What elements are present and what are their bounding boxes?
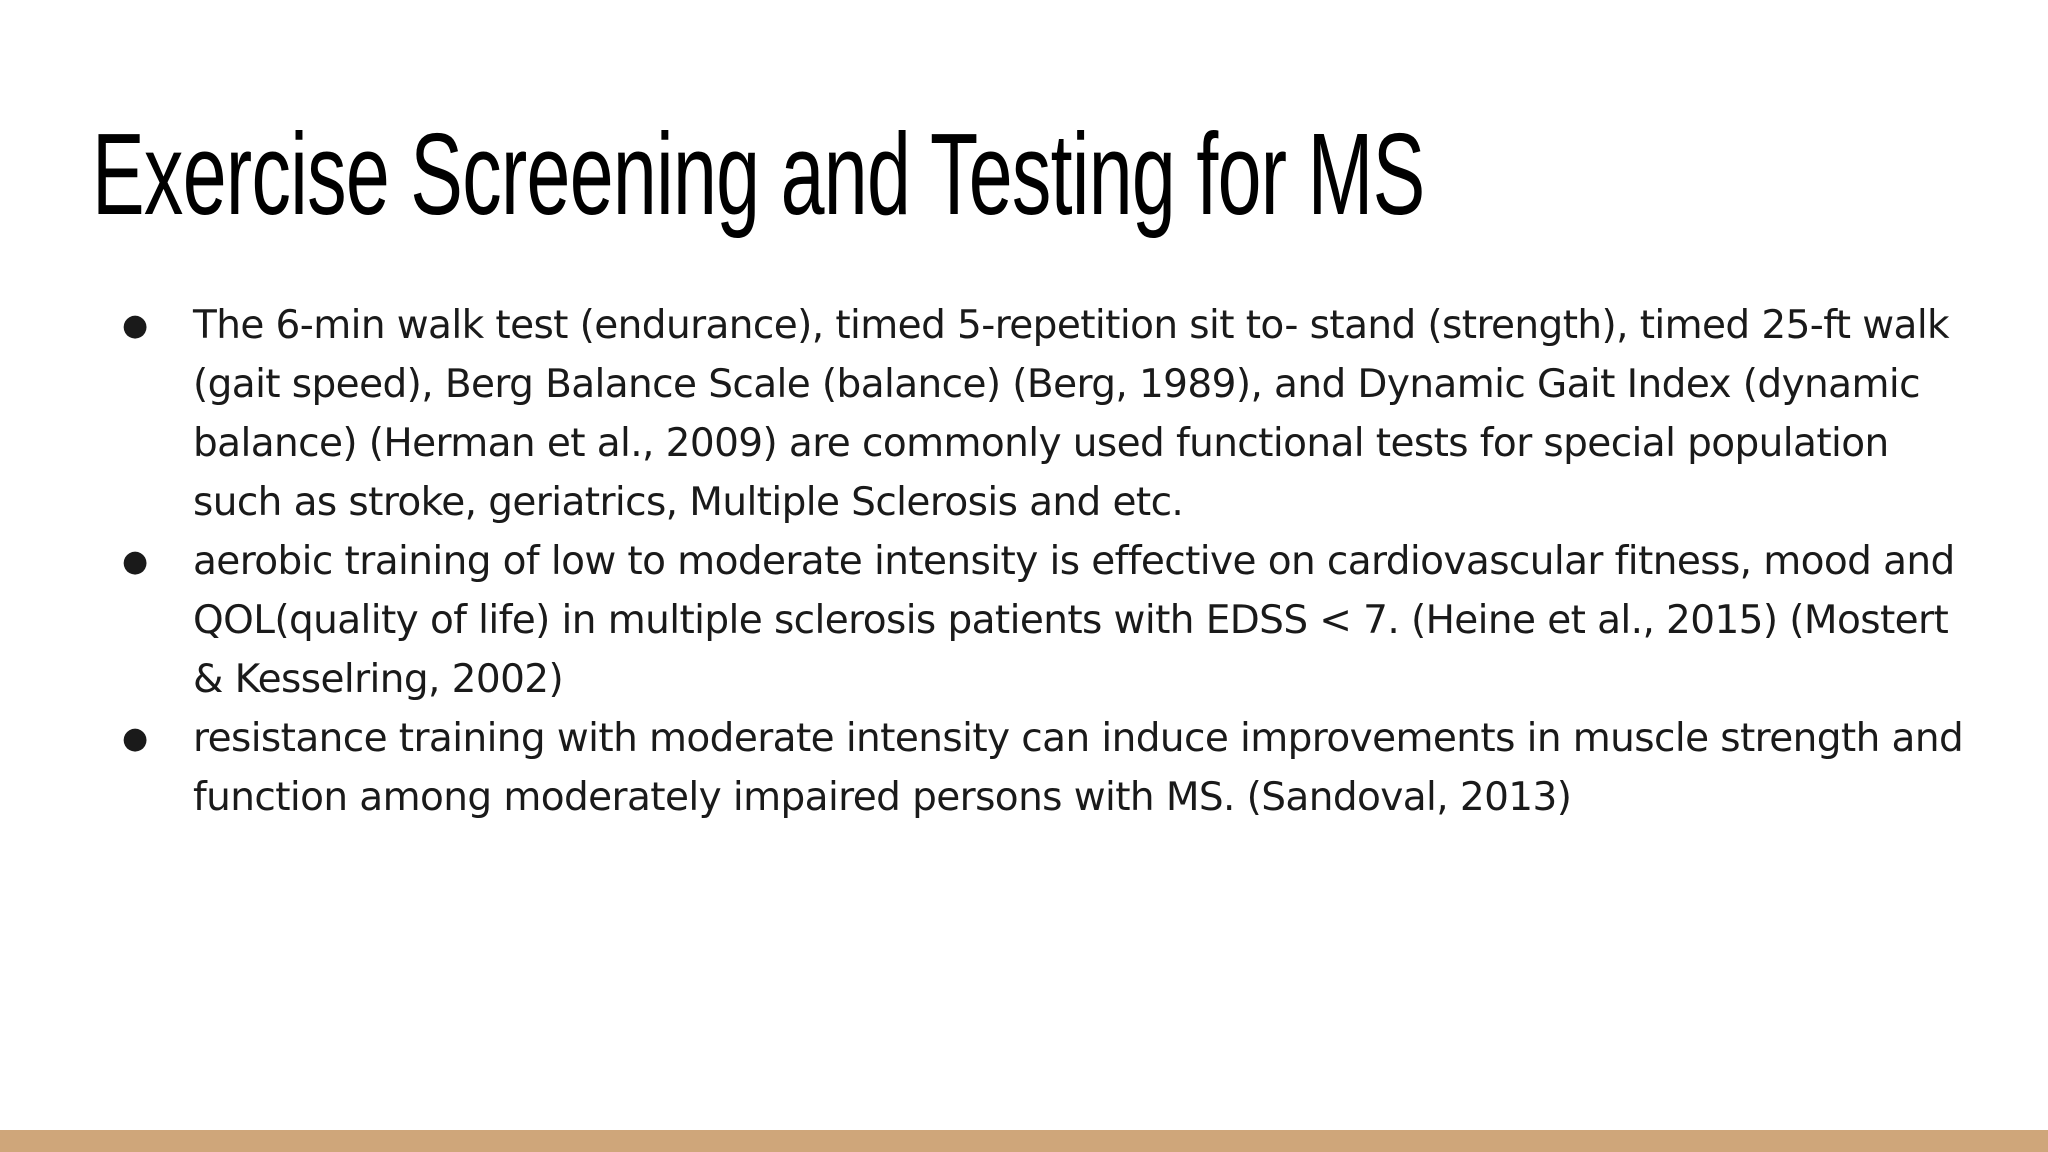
bullet-item-2: ● aerobic training of low to moderate in… [118,532,1978,709]
slide-title: Exercise Screening and Testing for MS [92,109,1425,239]
bullet-item-1: ● The 6-min walk test (endurance), timed… [118,296,1978,532]
bullet-item-3: ● resistance training with moderate inte… [118,709,1978,827]
bullet-dot-icon: ● [122,544,148,579]
bullet-list: ● The 6-min walk test (endurance), timed… [118,296,1978,827]
bullet-text-3: resistance training with moderate intens… [193,716,1964,820]
bullet-dot-icon: ● [122,721,148,756]
bullet-dot-icon: ● [122,308,148,343]
bullet-text-2: aerobic training of low to moderate inte… [193,539,1955,702]
footer-accent-bar [0,1130,2048,1152]
bullet-text-1: The 6-min walk test (endurance), timed 5… [193,303,1950,525]
